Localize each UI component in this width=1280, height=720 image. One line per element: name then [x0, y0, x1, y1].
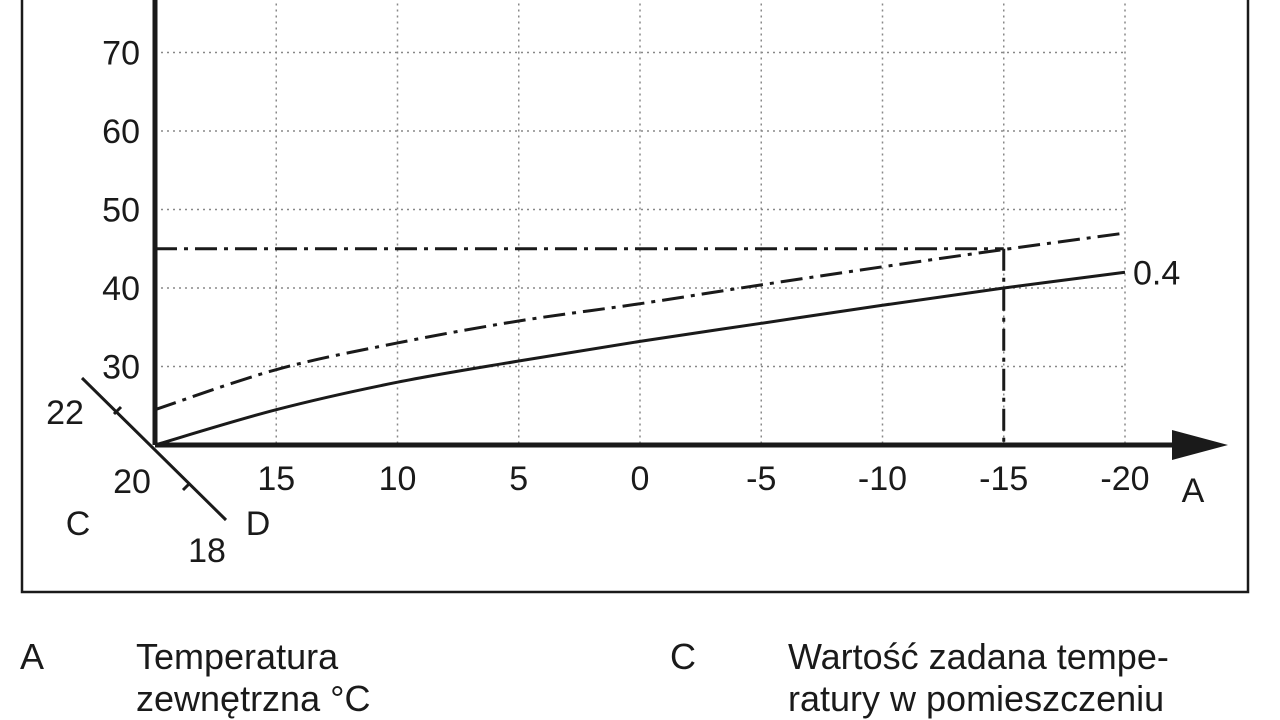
room-setpoint-axis: 22 20 18 C D [46, 376, 271, 570]
x-tick-label: 10 [379, 460, 417, 498]
reference-lines [155, 247, 1006, 445]
x-axis-letter: A [1182, 472, 1205, 510]
x-tick-label: 5 [509, 460, 528, 498]
x-axis-arrow [1172, 430, 1228, 460]
setpoint-letter-c: C [66, 505, 91, 543]
curves [154, 231, 1126, 447]
setpoint-tick [181, 481, 192, 492]
grid [155, 0, 1126, 445]
setpoint-axis-line [80, 376, 228, 522]
y-tick-label: 40 [102, 270, 140, 308]
x-tick-label: 0 [631, 460, 650, 498]
setpoint-letter-d: D [246, 505, 271, 543]
series-line-1 [154, 270, 1126, 447]
setpoint-tick-label: 20 [113, 463, 151, 501]
setpoint-tick-label: 22 [46, 394, 84, 432]
axes [152, 0, 1228, 460]
y-tick-label: 60 [102, 113, 140, 151]
y-tick-label: 50 [102, 192, 140, 230]
y-tick-label: 30 [102, 349, 140, 387]
setpoint-tick [112, 405, 123, 416]
series-line-2 [154, 231, 1126, 412]
x-tick-label: 15 [257, 460, 295, 498]
x-tick-label: -5 [746, 460, 776, 498]
legend-letter: C [670, 636, 696, 677]
legend-text-line: Temperatura [136, 636, 339, 677]
y-tick-label: 70 [102, 35, 140, 73]
chart-frame [20, 0, 1250, 594]
x-tick-label: -15 [979, 460, 1028, 498]
setpoint-tick-label: 18 [188, 532, 226, 570]
x-tick-label: -20 [1100, 460, 1149, 498]
legend-text-line: zewnętrzna °C [136, 678, 371, 719]
legend-letter: A [20, 636, 45, 677]
x-tick-label: -10 [858, 460, 907, 498]
legend-text-line: ratury w pomieszczeniu [788, 678, 1165, 719]
series-label: 0.4 [1133, 254, 1180, 292]
legend-text-line: Wartość zadana tempe- [788, 636, 1169, 677]
